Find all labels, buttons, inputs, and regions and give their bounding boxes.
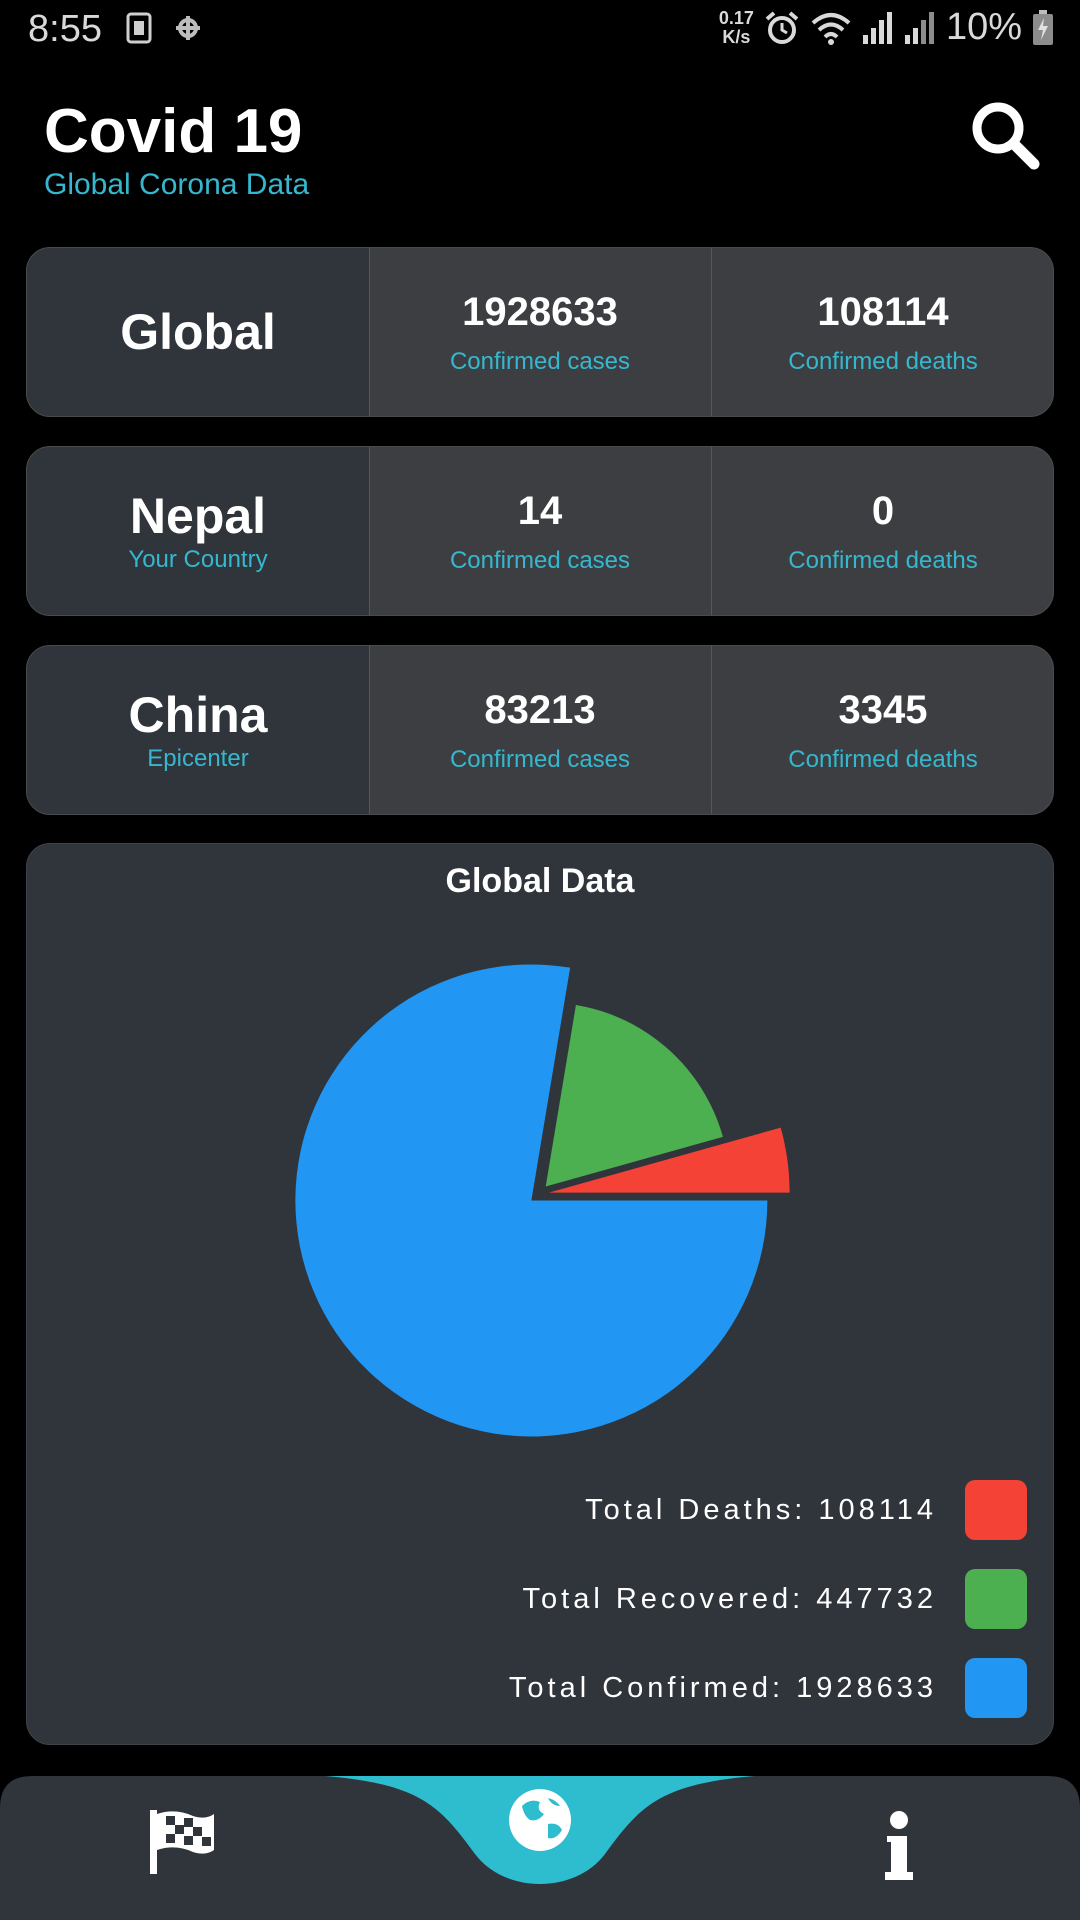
info-icon (885, 1811, 913, 1880)
confirmed-deaths-label: Confirmed deaths (788, 348, 978, 375)
nav-item-info[interactable] (860, 1796, 940, 1906)
pie-slice-confirmed (295, 964, 768, 1437)
confirmed-cases-label: Confirmed cases (449, 746, 631, 773)
epicenter-stats-card: China Epicenter 83213 Confirmed cases 33… (26, 645, 1054, 815)
search-button[interactable] (968, 98, 1042, 172)
status-bar: 8:55 0.17 K/s (0, 0, 1080, 62)
global-data-chart-panel: Global Data Total Deaths: 108114 Total R… (26, 843, 1054, 1745)
confirmed-deaths-cell: 3345 Confirmed deaths (712, 646, 1053, 814)
card-label-cell: China Epicenter (27, 646, 370, 814)
signal-2-icon (904, 11, 934, 44)
legend-label: Total Recovered: 447732 (522, 1582, 937, 1615)
legend-item-recovered: Total Recovered: 447732 (523, 1569, 1027, 1629)
legend-item-deaths: Total Deaths: 108114 (585, 1480, 1027, 1540)
alarm-icon (765, 10, 799, 44)
battery-percent: 10% (945, 6, 1022, 48)
settings-notification-icon (176, 16, 200, 40)
signal-icon (862, 11, 892, 44)
chart-title: Global Data (445, 862, 635, 900)
legend-label: Total Confirmed: 1928633 (508, 1671, 937, 1704)
confirmed-cases-cell: 14 Confirmed cases (369, 447, 712, 615)
confirmed-deaths-value: 3345 (838, 688, 928, 732)
confirmed-cases-value: 83213 (484, 688, 596, 732)
wifi-icon (811, 12, 851, 45)
pie-chart (295, 964, 790, 1437)
battery-icon (1033, 9, 1053, 45)
globe-icon (509, 1789, 571, 1851)
network-speed-unit: K/s (722, 26, 751, 47)
legend-label: Total Deaths: 108114 (585, 1493, 937, 1526)
confirmed-deaths-cell: 0 Confirmed deaths (712, 447, 1053, 615)
card-label-cell: Global (27, 248, 370, 416)
confirmed-deaths-label: Confirmed deaths (788, 547, 978, 574)
confirmed-deaths-value: 108114 (817, 290, 949, 334)
pie-slice-deaths (548, 1127, 790, 1193)
status-right-group: 0.17 K/s 10% (719, 6, 1054, 49)
pie-slice-recovered (545, 1004, 723, 1187)
app-subtitle: Global Corona Data (44, 168, 310, 201)
app-title: Covid 19 (44, 97, 303, 166)
confirmed-cases-cell: 1928633 Confirmed cases (369, 248, 712, 416)
confirmed-deaths-cell: 108114 Confirmed deaths (712, 248, 1053, 416)
legend-swatch-recovered (965, 1569, 1027, 1629)
sim-card-icon (126, 12, 152, 44)
card-sublabel: Epicenter (147, 745, 249, 772)
bottom-nav (0, 1776, 1080, 1920)
card-name: Global (120, 304, 276, 360)
confirmed-deaths-value: 0 (871, 489, 895, 533)
legend-swatch-deaths (965, 1480, 1027, 1540)
nav-item-globe[interactable] (500, 1786, 580, 1866)
network-speed: 0.17 K/s (718, 7, 754, 47)
legend-swatch-confirmed (965, 1658, 1027, 1718)
confirmed-cases-label: Confirmed cases (449, 547, 631, 574)
country-stats-card: Nepal Your Country 14 Confirmed cases 0 … (26, 446, 1054, 616)
confirmed-cases-cell: 83213 Confirmed cases (369, 646, 712, 814)
card-sublabel: Your Country (128, 546, 268, 573)
confirmed-cases-label: Confirmed cases (449, 348, 631, 375)
card-name: China (128, 687, 268, 743)
search-icon (972, 102, 1040, 170)
legend-item-confirmed: Total Confirmed: 1928633 (509, 1658, 1027, 1718)
card-name: Nepal (129, 488, 267, 544)
status-time: 8:55 (28, 8, 102, 50)
global-stats-card: Global 1928633 Confirmed cases 108114 Co… (26, 247, 1054, 417)
checkered-flag-icon (150, 1810, 214, 1874)
nav-item-flag[interactable] (140, 1796, 220, 1906)
confirmed-cases-value: 1928633 (462, 290, 618, 334)
network-speed-value: 0.17 (718, 7, 754, 28)
confirmed-cases-value: 14 (517, 489, 563, 533)
confirmed-deaths-label: Confirmed deaths (788, 746, 978, 773)
card-label-cell: Nepal Your Country (27, 447, 370, 615)
